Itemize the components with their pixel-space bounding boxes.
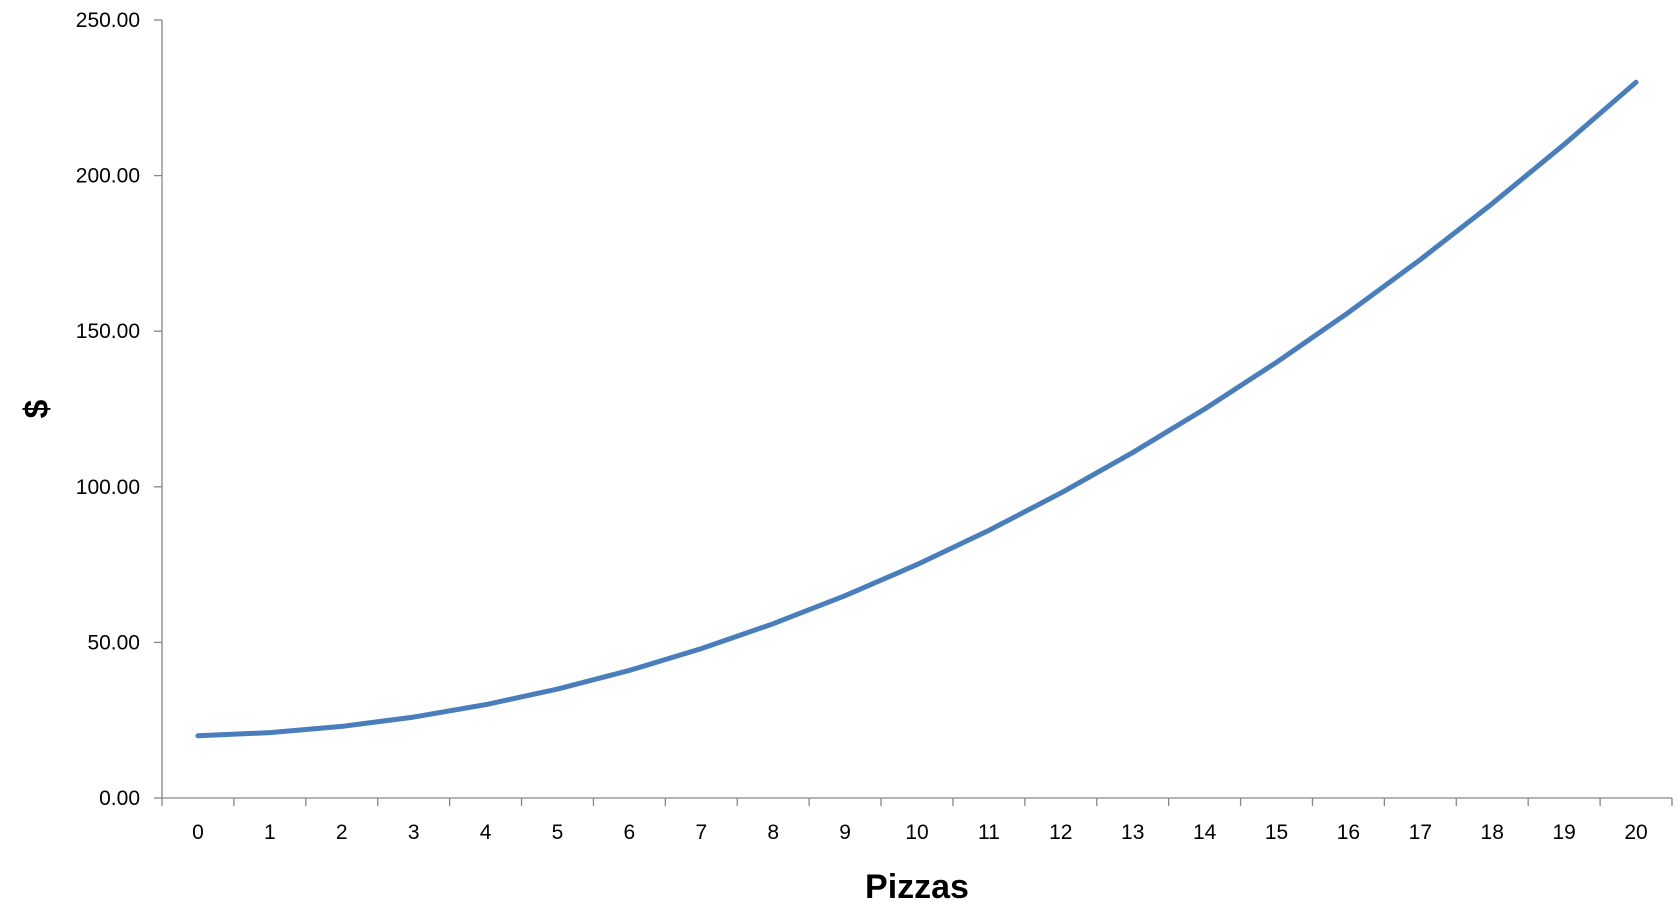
y-tick-label: 0.00 [99,787,140,810]
x-tick-label: 15 [1265,821,1288,844]
y-tick-label: 100.00 [76,476,140,499]
x-tick-label: 1 [264,821,276,844]
y-tick-label: 150.00 [76,320,140,343]
y-axis-title: $ [18,399,56,418]
x-tick-label: 0 [192,821,204,844]
x-tick-label: 17 [1409,821,1432,844]
x-tick-label: 3 [408,821,420,844]
x-tick-label: 20 [1624,821,1647,844]
y-axis: 0.00 50.00 100.00 150.00 200.00 250.00 [76,9,163,810]
x-axis: 0 1 2 3 4 5 6 7 8 9 10 11 12 13 14 15 16 17 18 19 20 [161,797,1673,844]
x-tick-label: 11 [978,821,1000,844]
x-tick-label: 10 [905,821,928,844]
series-group [195,79,1639,739]
x-tick-label: 14 [1193,821,1217,844]
x-tick-label: 5 [552,821,564,844]
x-tick-label: 4 [480,821,492,844]
x-tick-label: 2 [336,821,348,844]
x-tick-label: 16 [1337,821,1360,844]
y-tick-label: 250.00 [76,9,140,32]
series-line [195,79,1639,739]
x-tick-label: 8 [767,821,779,844]
x-tick-label: 7 [695,821,707,844]
x-tick-label: 12 [1049,821,1072,844]
x-tick-label: 13 [1121,821,1144,844]
y-tick-label: 50.00 [87,631,140,654]
x-tick-label: 9 [839,821,851,844]
x-axis-title: Pizzas [865,868,969,902]
x-tick-label: 18 [1481,821,1504,844]
x-tick-label: 19 [1552,821,1575,844]
x-tick-label: 6 [624,821,636,844]
y-tick-label: 200.00 [76,165,140,188]
